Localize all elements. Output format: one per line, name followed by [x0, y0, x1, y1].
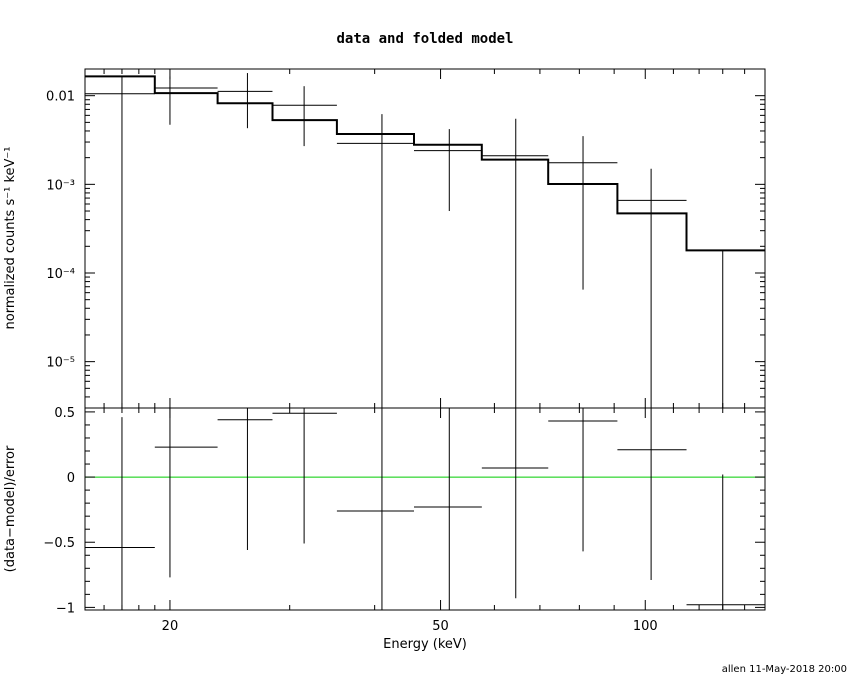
spectrum-y-tick-label: 10⁻⁴	[46, 267, 75, 282]
spectrum-data-point	[481, 118, 549, 408]
spectrum-y-tick-label: 10⁻³	[46, 178, 75, 193]
residual-data-point	[617, 408, 687, 581]
spectrum-y-tick-label: 0.01	[46, 90, 75, 105]
residual-y-tick-label: −1	[56, 601, 75, 616]
residual-data-point	[154, 408, 218, 578]
spectrum-data-point	[686, 249, 765, 408]
residual-data-point	[414, 408, 482, 610]
spectrum-data-point	[85, 76, 155, 408]
residual-data-point	[85, 417, 155, 610]
spectrum-y-tick-label: 10⁻⁵	[46, 356, 75, 371]
spectrum-data-point	[548, 136, 618, 290]
chart-title: data and folded model	[336, 31, 513, 47]
spectrum-axes: 0.01 10⁻³ 10⁻⁴ 10⁻⁵	[46, 68, 766, 409]
residual-axes: 0.5 0 −0.5 −1 20 50 100	[43, 406, 766, 634]
x-axis-label: Energy (keV)	[383, 637, 467, 652]
residual-data-point	[272, 408, 337, 544]
residual-data-point	[336, 408, 415, 610]
residual-y-tick-label: 0.5	[54, 406, 75, 421]
x-tick-label: 50	[432, 619, 449, 634]
spectrum-data-crosses	[85, 73, 765, 408]
spectrum-data-point	[154, 76, 218, 125]
x-tick-label: 100	[633, 619, 658, 634]
spectrum-data-point	[414, 129, 482, 212]
residual-y-axis-label: (data−model)/error	[3, 445, 18, 572]
folded-model-step-line	[85, 75, 765, 252]
residual-data-crosses	[85, 408, 765, 610]
spectrum-data-point	[617, 168, 687, 408]
residual-y-tick-label: −0.5	[43, 536, 75, 551]
spectrum-panel: 0.01 10⁻³ 10⁻⁴ 10⁻⁵ normalized counts s⁻¹ k…	[3, 68, 766, 409]
residual-y-tick-label: 0	[67, 471, 75, 486]
spectrum-data-point	[272, 86, 337, 147]
residual-panel: 0.5 0 −0.5 −1 20 50 100 (data−model)/error Ene…	[3, 406, 766, 652]
spectrum-data-point	[217, 73, 273, 129]
spectrum-data-point	[336, 114, 415, 408]
residual-panel-frame	[84, 407, 766, 611]
spectrum-model-steps	[85, 75, 765, 252]
residual-data-point	[686, 474, 765, 610]
x-tick-label: 20	[162, 619, 179, 634]
spectrum-y-axis-label: normalized counts s⁻¹ keV⁻¹	[3, 147, 18, 330]
residual-data-point	[217, 408, 273, 551]
spectrum-panel-frame	[84, 68, 766, 409]
footer-timestamp: allen 11-May-2018 20:00	[722, 664, 847, 675]
residual-data-point	[548, 408, 618, 552]
residual-data-point	[481, 408, 549, 599]
